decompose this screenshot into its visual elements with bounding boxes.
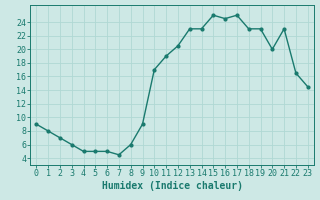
X-axis label: Humidex (Indice chaleur): Humidex (Indice chaleur): [101, 181, 243, 191]
